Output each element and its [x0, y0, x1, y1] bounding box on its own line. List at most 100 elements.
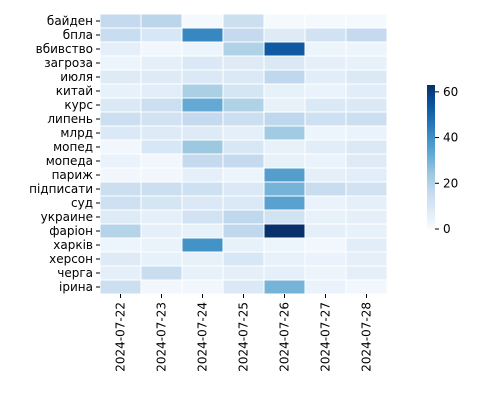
- colorbar-tick-label-20: 20: [443, 176, 458, 190]
- row-label-фаріон: фаріон: [49, 224, 93, 238]
- row-label-черга: черга: [57, 266, 93, 280]
- heatmap-cell-загроза-2024-07-25: [222, 55, 265, 71]
- column-label-2024-07-24: 2024-07-24: [196, 302, 210, 372]
- heatmap-cell-париж-2024-07-28: [345, 167, 388, 183]
- heatmap-cell-фаріон-2024-07-22: [99, 223, 142, 239]
- row-label-харків: харків: [53, 238, 93, 252]
- heatmap-cell-мопед-2024-07-27: [304, 139, 347, 155]
- heatmap-cell-харків-2024-07-28: [345, 237, 388, 253]
- heatmap-cell-мопед-2024-07-22: [99, 139, 142, 155]
- heatmap-cell-париж-2024-07-24: [181, 167, 224, 183]
- heatmap-cell-черга-2024-07-27: [304, 265, 347, 281]
- heatmap-cell-байден-2024-07-26: [263, 13, 306, 29]
- heatmap-cell-ірина-2024-07-26: [263, 279, 306, 295]
- row-label-украине: украине: [41, 210, 93, 224]
- row-label-липень: липень: [47, 112, 93, 126]
- heatmap-cells: [99, 13, 388, 295]
- heatmap-cell-вбивство-2024-07-23: [140, 41, 183, 57]
- heatmap-cell-харків-2024-07-24: [181, 237, 224, 253]
- heatmap-cell-херсон-2024-07-24: [181, 251, 224, 267]
- heatmap-cell-фаріон-2024-07-23: [140, 223, 183, 239]
- heatmap-cell-черга-2024-07-24: [181, 265, 224, 281]
- heatmap-cell-млрд-2024-07-23: [140, 125, 183, 141]
- heatmap-cell-вбивство-2024-07-27: [304, 41, 347, 57]
- heatmap-cell-херсон-2024-07-27: [304, 251, 347, 267]
- heatmap-cell-фаріон-2024-07-27: [304, 223, 347, 239]
- heatmap-cell-бпла-2024-07-23: [140, 27, 183, 43]
- heatmap-cell-мопед-2024-07-26: [263, 139, 306, 155]
- heatmap-cell-мопеда-2024-07-23: [140, 153, 183, 169]
- heatmap-cell-украине-2024-07-25: [222, 209, 265, 225]
- column-label-2024-07-25: 2024-07-25: [237, 302, 251, 372]
- heatmap-cell-херсон-2024-07-25: [222, 251, 265, 267]
- heatmap-cell-июля-2024-07-24: [181, 69, 224, 85]
- heatmap-cell-підписати-2024-07-28: [345, 181, 388, 197]
- column-label-2024-07-26: 2024-07-26: [278, 302, 292, 372]
- row-label-суд: суд: [71, 196, 93, 210]
- row-label-париж: париж: [52, 168, 94, 182]
- heatmap-cell-июля-2024-07-26: [263, 69, 306, 85]
- heatmap-cell-харків-2024-07-27: [304, 237, 347, 253]
- heatmap-cell-бпла-2024-07-24: [181, 27, 224, 43]
- heatmap-cell-байден-2024-07-23: [140, 13, 183, 29]
- heatmap-cell-мопед-2024-07-25: [222, 139, 265, 155]
- heatmap-cell-украине-2024-07-28: [345, 209, 388, 225]
- heatmap-cell-париж-2024-07-26: [263, 167, 306, 183]
- heatmap-cell-курс-2024-07-23: [140, 97, 183, 113]
- heatmap-cell-курс-2024-07-27: [304, 97, 347, 113]
- heatmap-cell-ірина-2024-07-23: [140, 279, 183, 295]
- heatmap-cell-черга-2024-07-23: [140, 265, 183, 281]
- heatmap-cell-украине-2024-07-26: [263, 209, 306, 225]
- heatmap-cell-млрд-2024-07-28: [345, 125, 388, 141]
- heatmap-cell-курс-2024-07-26: [263, 97, 306, 113]
- heatmap-cell-байден-2024-07-27: [304, 13, 347, 29]
- heatmap-cell-ірина-2024-07-22: [99, 279, 142, 295]
- heatmap-cell-млрд-2024-07-24: [181, 125, 224, 141]
- row-label-вбивство: вбивство: [36, 42, 93, 56]
- heatmap-cell-харків-2024-07-23: [140, 237, 183, 253]
- heatmap-cell-суд-2024-07-24: [181, 195, 224, 211]
- heatmap-cell-херсон-2024-07-22: [99, 251, 142, 267]
- column-label-2024-07-22: 2024-07-22: [114, 302, 128, 372]
- heatmap-cell-липень-2024-07-24: [181, 111, 224, 127]
- heatmap-cell-суд-2024-07-27: [304, 195, 347, 211]
- column-label-2024-07-23: 2024-07-23: [155, 302, 169, 372]
- heatmap-cell-мопед-2024-07-28: [345, 139, 388, 155]
- heatmap-cell-ірина-2024-07-27: [304, 279, 347, 295]
- heatmap-cell-китай-2024-07-27: [304, 83, 347, 99]
- heatmap-cell-млрд-2024-07-25: [222, 125, 265, 141]
- heatmap-cell-китай-2024-07-26: [263, 83, 306, 99]
- heatmap-cell-вбивство-2024-07-25: [222, 41, 265, 57]
- heatmap-cell-суд-2024-07-23: [140, 195, 183, 211]
- heatmap-cell-бпла-2024-07-28: [345, 27, 388, 43]
- heatmap-cell-черга-2024-07-25: [222, 265, 265, 281]
- heatmap-cell-мопеда-2024-07-26: [263, 153, 306, 169]
- heatmap-cell-фаріон-2024-07-24: [181, 223, 224, 239]
- heatmap-cell-фаріон-2024-07-26: [263, 223, 306, 239]
- heatmap-cell-курс-2024-07-28: [345, 97, 388, 113]
- heatmap-cell-млрд-2024-07-27: [304, 125, 347, 141]
- heatmap-cell-ірина-2024-07-28: [345, 279, 388, 295]
- heatmap-cell-підписати-2024-07-25: [222, 181, 265, 197]
- heatmap-cell-париж-2024-07-22: [99, 167, 142, 183]
- colorbar-gradient: [427, 85, 435, 229]
- heatmap-cell-липень-2024-07-22: [99, 111, 142, 127]
- heatmap-cell-херсон-2024-07-23: [140, 251, 183, 267]
- heatmap-cell-мопед-2024-07-23: [140, 139, 183, 155]
- column-label-2024-07-27: 2024-07-27: [319, 302, 333, 372]
- heatmap-cell-фаріон-2024-07-28: [345, 223, 388, 239]
- colorbar-tick-label-60: 60: [443, 85, 458, 99]
- heatmap-cell-вбивство-2024-07-26: [263, 41, 306, 57]
- heatmap-cell-фаріон-2024-07-25: [222, 223, 265, 239]
- heatmap-cell-вбивство-2024-07-24: [181, 41, 224, 57]
- heatmap-cell-мопеда-2024-07-28: [345, 153, 388, 169]
- colorbar-tick-label-40: 40: [443, 131, 458, 145]
- heatmap-cell-підписати-2024-07-27: [304, 181, 347, 197]
- heatmap-cell-париж-2024-07-23: [140, 167, 183, 183]
- heatmap-cell-китай-2024-07-24: [181, 83, 224, 99]
- heatmap-cell-байден-2024-07-22: [99, 13, 142, 29]
- row-label-байден: байден: [47, 14, 93, 28]
- heatmap-cell-мопеда-2024-07-27: [304, 153, 347, 169]
- row-label-мопед: мопед: [53, 140, 93, 154]
- heatmap-cell-мопеда-2024-07-25: [222, 153, 265, 169]
